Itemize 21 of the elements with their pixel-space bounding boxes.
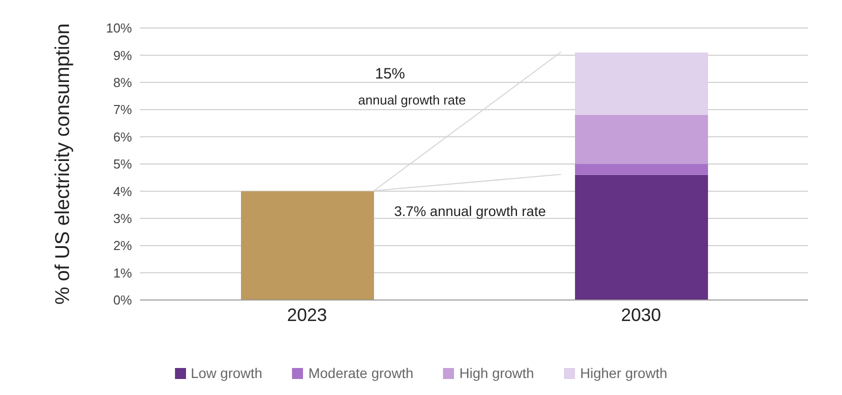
legend-label: Low growth (190, 365, 262, 381)
legend-label: Higher growth (580, 365, 668, 381)
y-tick-label: 8% (113, 75, 132, 90)
y-tick-label: 5% (113, 156, 132, 172)
annotation: 3.7% annual growth rate (394, 203, 546, 220)
x-tick-label: 2023 (286, 304, 328, 325)
y-axis-title: % of US electricity consumption (52, 23, 74, 305)
legend-label: High growth (459, 365, 534, 381)
annotation: annual growth rate (358, 92, 466, 108)
legend-label: Moderate growth (308, 365, 414, 381)
y-tick-label: 2% (113, 238, 132, 254)
x-tick-label: 2030 (620, 304, 662, 325)
y-tick-label: 0% (113, 292, 132, 308)
y-tick-label: 9% (113, 48, 132, 63)
y-tick-label: 7% (113, 102, 132, 118)
y-tick-label: 4% (113, 184, 132, 199)
y-tick-label: 1% (113, 265, 132, 280)
y-tick-label: 6% (113, 129, 132, 144)
y-tick-label: 10% (106, 20, 132, 36)
y-tick-label: 3% (113, 211, 132, 226)
annotation: 15% (374, 66, 406, 83)
